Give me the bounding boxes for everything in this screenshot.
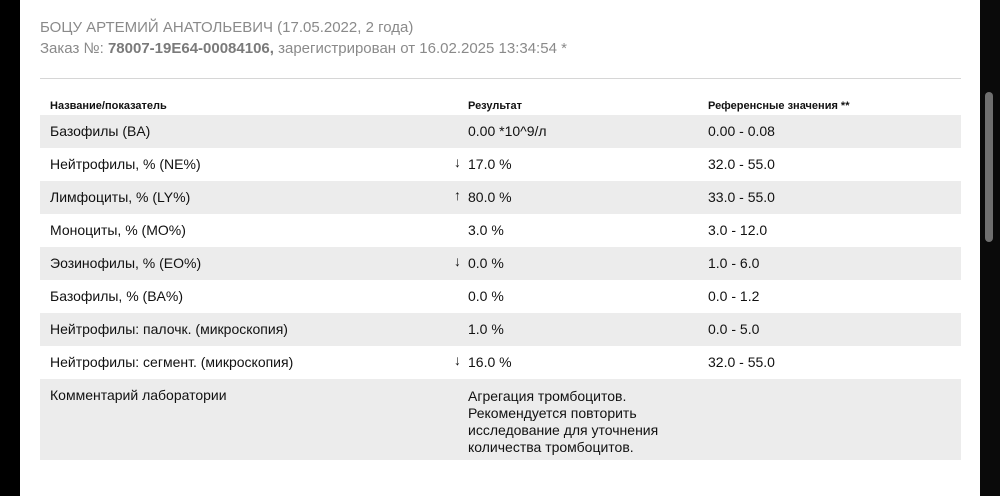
row-result: 16.0 % [468, 354, 512, 370]
arrow-down-icon: ↓ [454, 253, 461, 269]
row-reference: 0.00 - 0.08 [708, 123, 775, 139]
arrow-up-icon: ↑ [454, 187, 461, 203]
scrollbar-thumb[interactable] [985, 92, 993, 242]
results-table: Базофилы (BA) 0.00 *10^9/л 0.00 - 0.08 Н… [40, 115, 961, 460]
table-row: Эозинофилы, % (EO%) ↓ 0.0 % 1.0 - 6.0 [40, 247, 961, 280]
patient-info: БОЦУ АРТЕМИЙ АНАТОЛЬЕВИЧ (17.05.2022, 2 … [40, 19, 413, 36]
header-result: Результат [468, 100, 523, 112]
row-result: 3.0 % [468, 222, 504, 238]
header-divider [40, 78, 961, 79]
row-name: Нейтрофилы: сегмент. (микроскопия) [50, 354, 294, 370]
lab-comment-row: Комментарий лаборатории Агрегация тромбо… [40, 379, 961, 460]
comment-text: Агрегация тромбоцитов. Рекомендуется пов… [468, 388, 659, 455]
row-reference: 32.0 - 55.0 [708, 354, 775, 370]
row-result: 0.0 % [468, 288, 504, 304]
row-name: Нейтрофилы, % (NE%) [50, 156, 201, 172]
order-label: Заказ №: [40, 40, 104, 57]
row-result: 0.00 *10^9/л [468, 123, 547, 139]
row-reference: 32.0 - 55.0 [708, 156, 775, 172]
header-name: Название/показатель [50, 100, 167, 112]
order-info: Заказ №: 78007-19E64-00084106, зарегистр… [40, 40, 567, 57]
arrow-down-icon: ↓ [454, 154, 461, 170]
arrow-down-icon: ↓ [454, 352, 461, 368]
row-reference: 33.0 - 55.0 [708, 189, 775, 205]
table-row: Базофилы, % (BA%) 0.0 % 0.0 - 1.2 [40, 280, 961, 313]
table-row: Моноциты, % (MO%) 3.0 % 3.0 - 12.0 [40, 214, 961, 247]
row-reference: 0.0 - 5.0 [708, 321, 760, 337]
table-header: Название/показатель Результат Референсны… [40, 98, 961, 116]
table-row: Базофилы (BA) 0.00 *10^9/л 0.00 - 0.08 [40, 115, 961, 148]
row-name: Нейтрофилы: палочк. (микроскопия) [50, 321, 288, 337]
row-result: 1.0 % [468, 321, 504, 337]
table-row: Нейтрофилы: палочк. (микроскопия) 1.0 % … [40, 313, 961, 346]
header-reference: Референсные значения ** [708, 100, 850, 112]
row-reference: 1.0 - 6.0 [708, 255, 760, 271]
patient-birth-info: (17.05.2022, 2 года) [277, 19, 414, 36]
row-result: 80.0 % [468, 189, 512, 205]
order-registered: зарегистрирован от 16.02.2025 13:34:54 * [278, 40, 567, 57]
row-reference: 0.0 - 1.2 [708, 288, 760, 304]
patient-name: БОЦУ АРТЕМИЙ АНАТОЛЬЕВИЧ [40, 19, 273, 36]
row-name: Лимфоциты, % (LY%) [50, 189, 191, 205]
table-row: Нейтрофилы: сегмент. (микроскопия) ↓ 16.… [40, 346, 961, 379]
comment-label: Комментарий лаборатории [50, 387, 227, 403]
row-reference: 3.0 - 12.0 [708, 222, 768, 238]
row-result: 0.0 % [468, 255, 504, 271]
row-name: Эозинофилы, % (EO%) [50, 255, 202, 271]
scrollbar-track[interactable] [980, 0, 1000, 496]
table-row: Нейтрофилы, % (NE%) ↓ 17.0 % 32.0 - 55.0 [40, 148, 961, 181]
order-number: 78007-19E64-00084106, [107, 40, 274, 57]
table-row: Лимфоциты, % (LY%) ↑ 80.0 % 33.0 - 55.0 [40, 181, 961, 214]
row-name: Базофилы (BA) [50, 123, 151, 139]
row-name: Базофилы, % (BA%) [50, 288, 183, 304]
row-name: Моноциты, % (MO%) [50, 222, 186, 238]
row-result: 17.0 % [468, 156, 512, 172]
